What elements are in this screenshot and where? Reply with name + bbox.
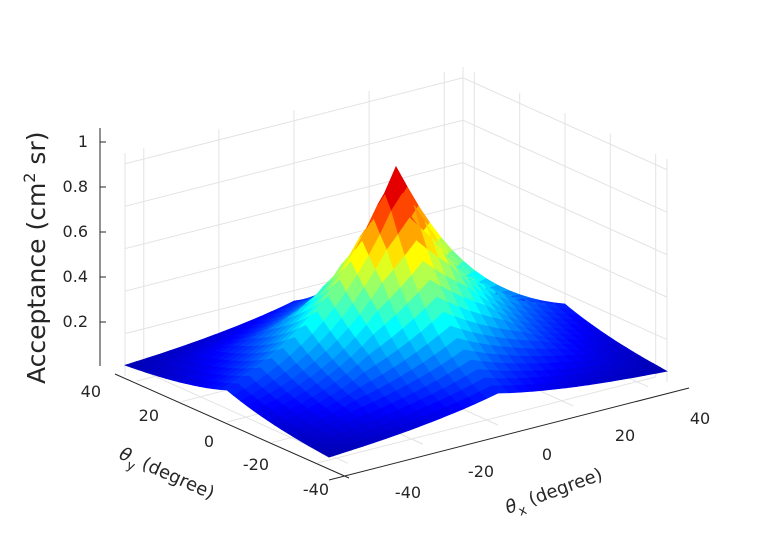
x-tick-label: -20 [468,462,494,481]
z-tick-label: 0.6 [63,222,88,241]
y-tick-labels: 40 20 0 -20 -40 [81,382,329,499]
z-tick-label: 0.8 [63,177,88,196]
z-axis-label: Acceptance (cm2 sr) [20,132,51,385]
x-tick-label: 40 [690,409,710,428]
x-tick-label: 20 [615,426,635,445]
z-tick-label: 0.2 [63,312,88,331]
surface-plot [124,165,668,458]
y-tick-label: 40 [81,382,101,401]
z-tick-label: 0.4 [63,267,88,286]
y-tick-label: 20 [139,406,159,425]
y-tick-label: 0 [204,432,214,451]
x-axis-line [328,387,690,481]
grid-line [317,376,656,464]
y-axis-line [114,373,350,479]
x-tick-label: -40 [395,483,421,502]
z-tick-labels: 0.2 0.4 0.6 0.8 1 [63,132,88,331]
surface-patch [648,367,668,374]
y-axis-label: θy(degree) [114,443,218,508]
y-tick-label: -20 [243,455,269,474]
x-tick-label: 0 [542,445,552,464]
x-tick-labels: -40 -20 0 20 40 [395,409,710,502]
axes [99,128,690,481]
x-axis-label: θx(degree) [503,464,608,523]
grid-line [124,77,668,171]
y-tick-label: -40 [303,480,329,499]
z-tick-label: 1 [78,132,88,151]
